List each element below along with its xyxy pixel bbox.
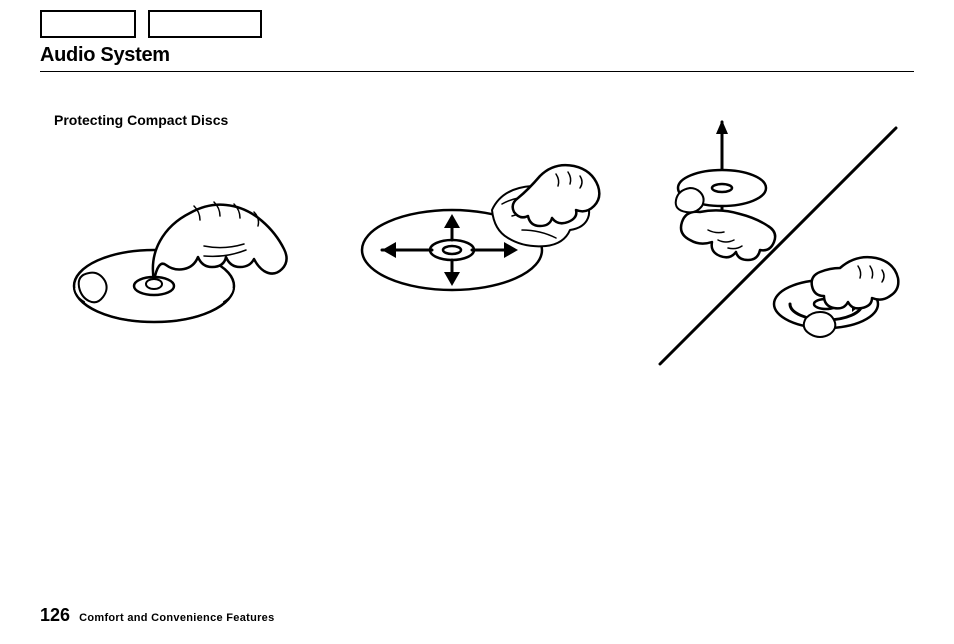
figure-hold-disc [54, 146, 314, 356]
manual-page: Audio System Protecting Compact Discs [0, 0, 954, 644]
column-2 [328, 112, 616, 602]
page-footer: 126 Comfort and Convenience Features [40, 605, 275, 626]
content-columns: Protecting Compact Discs [40, 112, 914, 602]
figure-wipe-disc [342, 140, 602, 320]
placeholder-box-2 [148, 10, 262, 38]
chapter-title: Comfort and Convenience Features [79, 612, 274, 624]
figure-do-not-circular [630, 118, 910, 378]
top-placeholder-boxes [40, 10, 914, 38]
title-rule [40, 71, 914, 72]
do-not-circular-icon [630, 118, 910, 378]
column-1: Protecting Compact Discs [40, 112, 328, 602]
placeholder-box-1 [40, 10, 136, 38]
page-number: 126 [40, 605, 70, 625]
hold-disc-icon [54, 146, 314, 356]
column-3 [616, 112, 924, 602]
page-title: Audio System [40, 44, 914, 67]
wipe-disc-icon [342, 140, 602, 320]
section-subheading: Protecting Compact Discs [54, 112, 314, 128]
